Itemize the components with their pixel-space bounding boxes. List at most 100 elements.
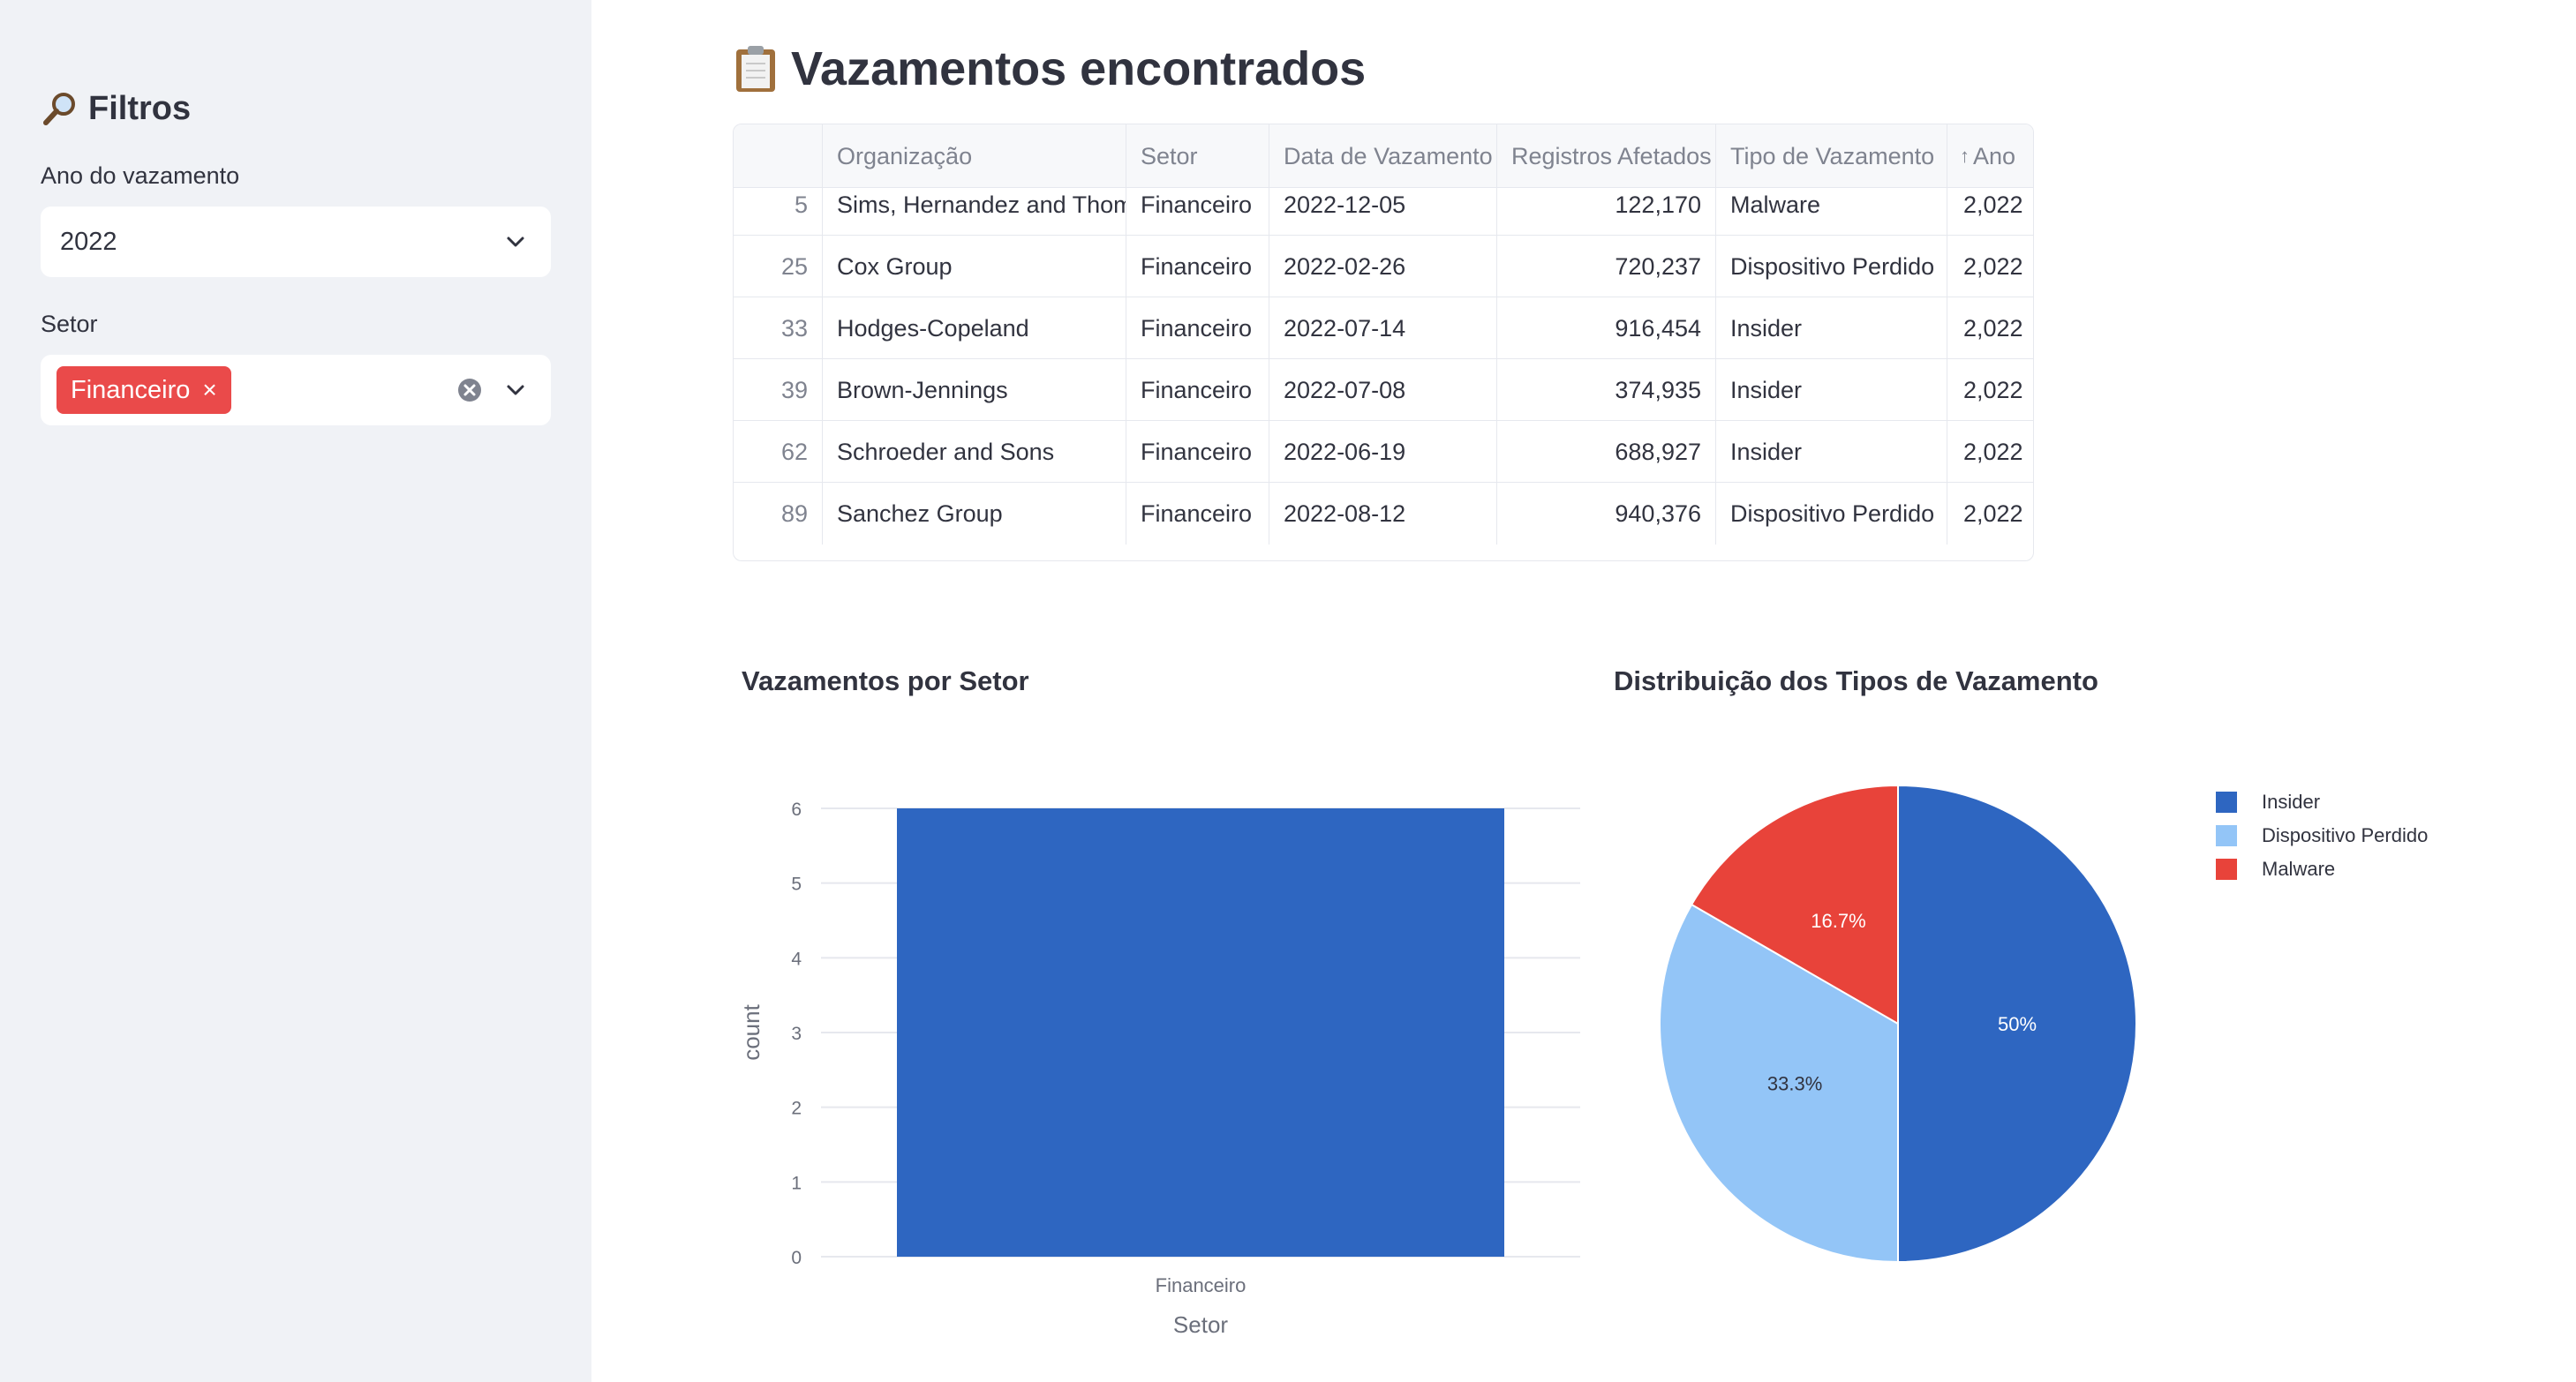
cell-tipo[interactable]: Dispositivo Perdido [1715, 483, 1947, 545]
pie-data-label: 33.3% [1767, 1073, 1822, 1095]
pie-data-label: 16.7% [1811, 910, 1865, 932]
y-tick-label: 6 [791, 800, 802, 820]
year-label: Ano do vazamento [41, 162, 240, 189]
cell-setor[interactable]: Financeiro [1126, 174, 1269, 236]
clear-all-icon[interactable] [457, 378, 482, 402]
cell-organizacao[interactable]: Sims, Hernandez and Thomas [822, 174, 1126, 236]
cell-tipo[interactable]: Dispositivo Perdido [1715, 236, 1947, 297]
bar-chart[interactable]: 0 1 2 3 4 5 6 Financeiro Setor count [733, 759, 1607, 1359]
cell-data[interactable]: 2022-12-05 [1269, 174, 1496, 236]
cell-ano[interactable]: 2,022 [1947, 297, 2033, 359]
y-tick-label: 3 [791, 1024, 802, 1044]
chevron-down-icon[interactable] [505, 231, 526, 252]
pie-slice-dispositivo-perdido[interactable] [1659, 903, 1899, 1264]
cell-ano[interactable]: 2,022 [1947, 236, 2033, 297]
cell-organizacao[interactable]: Schroeder and Sons [822, 421, 1126, 483]
column-header-setor[interactable]: Setor [1126, 124, 1269, 188]
column-header-tipo[interactable]: Tipo de Vazamento [1715, 124, 1947, 188]
leaks-table[interactable]: Organização Setor Data de Vazamento Regi… [733, 124, 2034, 561]
cell-setor[interactable]: Financeiro [1126, 421, 1269, 483]
cell-ano[interactable]: 2,022 [1947, 483, 2033, 545]
cell-setor[interactable]: Financeiro [1126, 236, 1269, 297]
y-tick-label: 0 [791, 1248, 802, 1268]
table-row[interactable]: 89 Sanchez Group Financeiro 2022-08-12 940,3… [734, 483, 2033, 545]
legend-item[interactable]: Insider [2216, 791, 2320, 814]
column-header-registros[interactable]: Registros Afetados [1496, 124, 1715, 188]
table-row[interactable]: 62 Schroeder and Sons Financeiro 2022-06-19… [734, 421, 2033, 483]
y-tick-label: 2 [791, 1099, 802, 1119]
cell-data[interactable]: 2022-08-12 [1269, 483, 1496, 545]
cell-data[interactable]: 2022-07-08 [1269, 359, 1496, 421]
column-header-index[interactable] [734, 124, 822, 188]
cell-organizacao[interactable]: Brown-Jennings [822, 359, 1126, 421]
cell-registros[interactable]: 720,237 [1496, 236, 1715, 297]
cell-data[interactable]: 2022-06-19 [1269, 421, 1496, 483]
cell-tipo[interactable]: Insider [1715, 421, 1947, 483]
table-row[interactable]: 5 Sims, Hernandez and ThomasFinanceiro202… [734, 174, 2033, 236]
legend-label: Dispositivo Perdido [2262, 824, 2429, 846]
cell-registros[interactable]: 122,170 [1496, 174, 1715, 236]
sector-multiselect[interactable]: Financeiro × [41, 355, 551, 425]
legend-label: Insider [2262, 791, 2321, 813]
sidebar: Filtros Ano do vazamento 2022 Setor Fina… [0, 0, 591, 1382]
cell-ano[interactable]: 2,022 [1947, 174, 2033, 236]
chevron-down-icon[interactable] [505, 379, 526, 401]
cell-index[interactable]: 89 [780, 499, 808, 527]
cell-setor[interactable]: Financeiro [1126, 483, 1269, 545]
cell-data[interactable]: 2022-07-14 [1269, 297, 1496, 359]
chip-remove-icon[interactable]: × [202, 376, 217, 403]
cell-index[interactable]: 62 [780, 438, 808, 465]
table-row[interactable]: 25 Cox Group Financeiro 2022-02-26 720,237 Di… [734, 236, 2033, 297]
page-title-text: Vazamentos encontrados [791, 42, 1367, 95]
cell-index[interactable]: 33 [780, 314, 808, 342]
cell-registros[interactable]: 374,935 [1496, 359, 1715, 421]
y-tick-label: 5 [791, 875, 802, 895]
cell-organizacao[interactable]: Hodges-Copeland [822, 297, 1126, 359]
cell-index[interactable]: 39 [780, 376, 808, 403]
cell-index[interactable]: 25 [780, 252, 808, 280]
legend-label: Malware [2262, 858, 2336, 880]
clipboard-icon [736, 46, 775, 92]
y-axis-label: count [738, 1003, 765, 1060]
cell-tipo[interactable]: Insider [1715, 359, 1947, 421]
sector-chip-financeiro: Financeiro × [56, 366, 231, 414]
pie-slice-malware[interactable] [1690, 784, 1899, 1025]
cell-index[interactable]: 5 [794, 191, 808, 218]
pie-chart[interactable]: 50% 33.3% 16.7% [1642, 768, 2154, 1280]
cell-organizacao[interactable]: Cox Group [822, 236, 1126, 297]
column-header-data[interactable]: Data de Vazamento [1269, 124, 1496, 188]
table-header: Organização Setor Data de Vazamento Regi… [734, 124, 2033, 188]
sidebar-title-text: Filtros [88, 89, 192, 127]
pie-slice-insider[interactable] [1897, 784, 2137, 1264]
table-row[interactable]: 39 Brown-Jennings Financeiro 2022-07-08 374,… [734, 359, 2033, 421]
cell-organizacao[interactable]: Sanchez Group [822, 483, 1126, 545]
cell-tipo[interactable]: Insider [1715, 297, 1947, 359]
cell-ano[interactable]: 2,022 [1947, 421, 2033, 483]
y-tick-label: 1 [791, 1173, 802, 1193]
cell-ano[interactable]: 2,022 [1947, 359, 2033, 421]
legend-swatch [2216, 792, 2237, 813]
cell-registros[interactable]: 940,376 [1496, 483, 1715, 545]
pie-chart-title: Distribuição dos Tipos de Vazamento [1614, 665, 2098, 696]
table-row[interactable]: 33 Hodges-Copeland Financeiro 2022-07-14 916… [734, 297, 2033, 359]
cell-registros[interactable]: 916,454 [1496, 297, 1715, 359]
column-header-ano[interactable]: ↑ Ano [1947, 124, 2033, 188]
cell-data[interactable]: 2022-02-26 [1269, 236, 1496, 297]
bar-chart-title: Vazamentos por Setor [742, 665, 1029, 696]
sort-arrow-icon: ↑ [1960, 145, 1970, 167]
sector-chip-label: Financeiro [71, 375, 191, 404]
x-axis-label: Setor [1173, 1311, 1228, 1338]
column-header-organizacao[interactable]: Organização [822, 124, 1126, 188]
pie-data-label: 50% [1998, 1013, 2037, 1035]
legend-item[interactable]: Malware [2216, 858, 2335, 881]
sidebar-title: Filtros [41, 85, 191, 132]
year-select[interactable]: 2022 [41, 207, 551, 277]
bar-financeiro[interactable] [897, 808, 1504, 1257]
cell-setor[interactable]: Financeiro [1126, 359, 1269, 421]
cell-tipo[interactable]: Malware [1715, 174, 1947, 236]
cell-registros[interactable]: 688,927 [1496, 421, 1715, 483]
x-tick-label: Financeiro [1156, 1274, 1247, 1296]
legend-item[interactable]: Dispositivo Perdido [2216, 824, 2428, 847]
cell-setor[interactable]: Financeiro [1126, 297, 1269, 359]
